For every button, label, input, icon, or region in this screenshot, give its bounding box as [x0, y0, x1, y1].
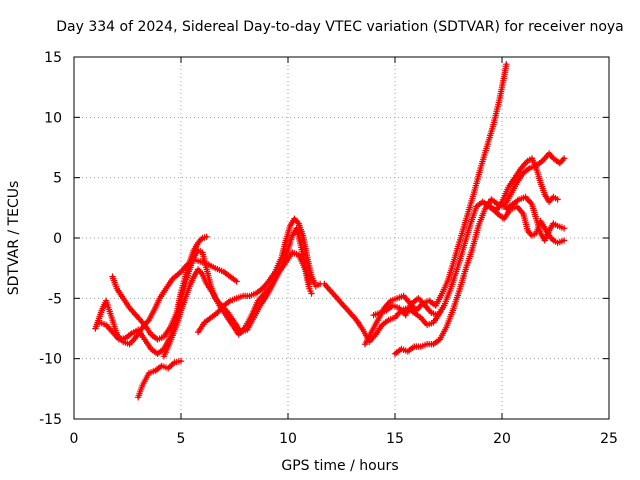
y-tick-label: -10: [39, 352, 62, 368]
series-track: [160, 225, 313, 360]
y-tick-label: 5: [53, 171, 62, 187]
series-track: [481, 201, 568, 246]
y-tick-label: 10: [44, 110, 62, 126]
data-series: [92, 61, 568, 401]
x-tick-label: 5: [177, 431, 186, 447]
series-markers: [503, 193, 568, 244]
series-track: [194, 215, 324, 336]
series-track: [391, 150, 568, 357]
x-tick-label: 10: [279, 431, 297, 447]
series-markers: [109, 233, 210, 343]
series-track: [321, 280, 444, 345]
y-axis-label: SDTVAR / TECUs: [6, 181, 22, 296]
y-tick-label: -5: [48, 291, 62, 307]
series-track: [109, 233, 210, 343]
grid: [74, 57, 609, 419]
series-markers: [135, 357, 185, 401]
x-tick-label: 25: [600, 431, 618, 447]
y-tick-label: 15: [44, 50, 62, 66]
x-tick-label: 20: [493, 431, 511, 447]
x-tick-label: 15: [386, 431, 404, 447]
series-track: [503, 193, 568, 244]
series-markers: [391, 150, 568, 357]
series-markers: [160, 225, 313, 360]
series-track: [370, 155, 561, 319]
x-axis-label: GPS time / hours: [281, 458, 398, 474]
x-tick-label: 0: [70, 431, 79, 447]
y-tick-label: 0: [53, 231, 62, 247]
series-track: [135, 357, 185, 401]
axis-ticks: 0 5 10 15 20 25 15 10 5 0 -5 -10 -15: [39, 50, 618, 447]
series-markers: [370, 155, 561, 319]
chart-title: Day 334 of 2024, Sidereal Day-to-day VTE…: [56, 19, 624, 35]
y-tick-label: -15: [39, 412, 62, 428]
series-markers: [194, 215, 324, 336]
